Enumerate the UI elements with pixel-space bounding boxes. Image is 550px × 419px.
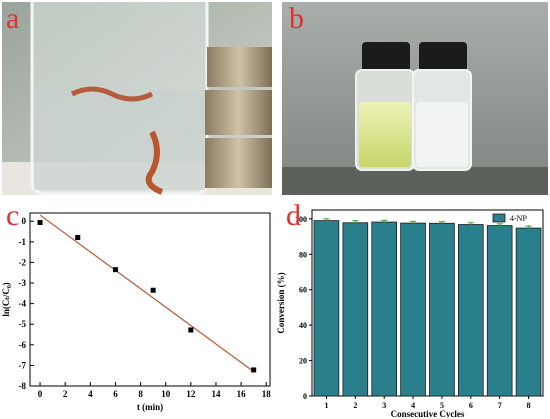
bar — [515, 227, 542, 397]
x-tick-label: 14 — [211, 389, 221, 399]
vials-illustration — [282, 2, 548, 195]
data-point — [150, 287, 156, 293]
x-tick-label: 1 — [324, 401, 328, 410]
y-tick-label: -5 — [19, 319, 27, 329]
data-point — [188, 327, 194, 333]
x-tick-label: 6 — [469, 401, 473, 410]
x-tick-label: 16 — [237, 389, 247, 399]
x-tick-label: 0 — [38, 389, 43, 399]
bar — [342, 222, 369, 397]
x-tick-label: 12 — [186, 389, 196, 399]
y-axis-label: ln(Cₜ/C₀) — [1, 282, 11, 316]
panel-label-c: c — [6, 199, 20, 232]
data-point — [37, 219, 43, 225]
kinetics-scatter-chart: 0 2 4 6 8 10 12 14 16 18 0 -1 -2 -3 -4 -5 -6 -7 -8 t (min) l… — [1, 212, 272, 412]
beaker-magnet-illustration — [2, 2, 272, 195]
photo-vials — [282, 2, 548, 195]
x-tick-label: 8 — [527, 401, 531, 410]
y-tick-label: 80 — [299, 250, 307, 259]
y-tick-label: -7 — [19, 360, 27, 370]
plot-frame — [29, 212, 271, 387]
bar — [429, 222, 455, 397]
x-axis-label: Consecutive Cycles — [391, 409, 465, 418]
bar — [313, 220, 340, 397]
panel-label-b: b — [289, 2, 304, 35]
fit-line — [39, 214, 255, 373]
legend: 4-NP — [492, 213, 527, 223]
legend-label: 4-NP — [510, 214, 527, 223]
panel-label-a: a — [6, 2, 20, 35]
x-tick-label: 5 — [440, 401, 444, 410]
x-tick-label: 8 — [138, 389, 143, 399]
x-tick-label: 2 — [63, 389, 68, 399]
x-tick-label: 4 — [411, 401, 415, 410]
y-tick-label: 60 — [299, 286, 307, 295]
x-tick-label: 3 — [382, 401, 386, 410]
data-point — [75, 235, 81, 241]
x-tick-label: 10 — [161, 389, 171, 399]
y-tick-label: 20 — [299, 357, 307, 366]
bar — [400, 222, 426, 397]
y-tick-label: 100 — [295, 215, 307, 224]
legend-swatch — [492, 213, 506, 223]
y-axis-label: Conversion (%) — [276, 272, 286, 333]
x-tick-label: 6 — [113, 389, 118, 399]
x-tick-label: 2 — [353, 401, 357, 410]
y-tick-label: -3 — [19, 278, 27, 288]
y-tick-label: 0 — [22, 216, 27, 226]
photo-beaker-magnet — [2, 2, 272, 195]
bar — [457, 224, 484, 397]
cycles-bar-chart: 0 20 40 60 80 100 1 2 3 4 5 6 7 8 4-NP Consecutive Cycl… — [276, 209, 544, 418]
data-point — [251, 367, 257, 373]
x-tick-label: 18 — [262, 389, 272, 399]
y-tick-label: 0 — [303, 392, 307, 401]
data-point — [112, 267, 118, 273]
y-tick-label: -8 — [19, 381, 27, 391]
y-tick-label: -1 — [19, 237, 27, 247]
plot-frame — [311, 209, 544, 397]
y-tick-label: -6 — [19, 340, 27, 350]
x-axis-label: t (min) — [137, 402, 163, 412]
y-tick-label: 40 — [299, 321, 307, 330]
x-tick-label: 7 — [498, 401, 502, 410]
y-tick-label: -2 — [19, 257, 27, 267]
bar — [486, 225, 513, 397]
bar — [371, 221, 398, 397]
y-tick-label: -4 — [19, 299, 27, 309]
x-tick-label: 4 — [88, 389, 93, 399]
panel-label-d: d — [286, 199, 301, 232]
